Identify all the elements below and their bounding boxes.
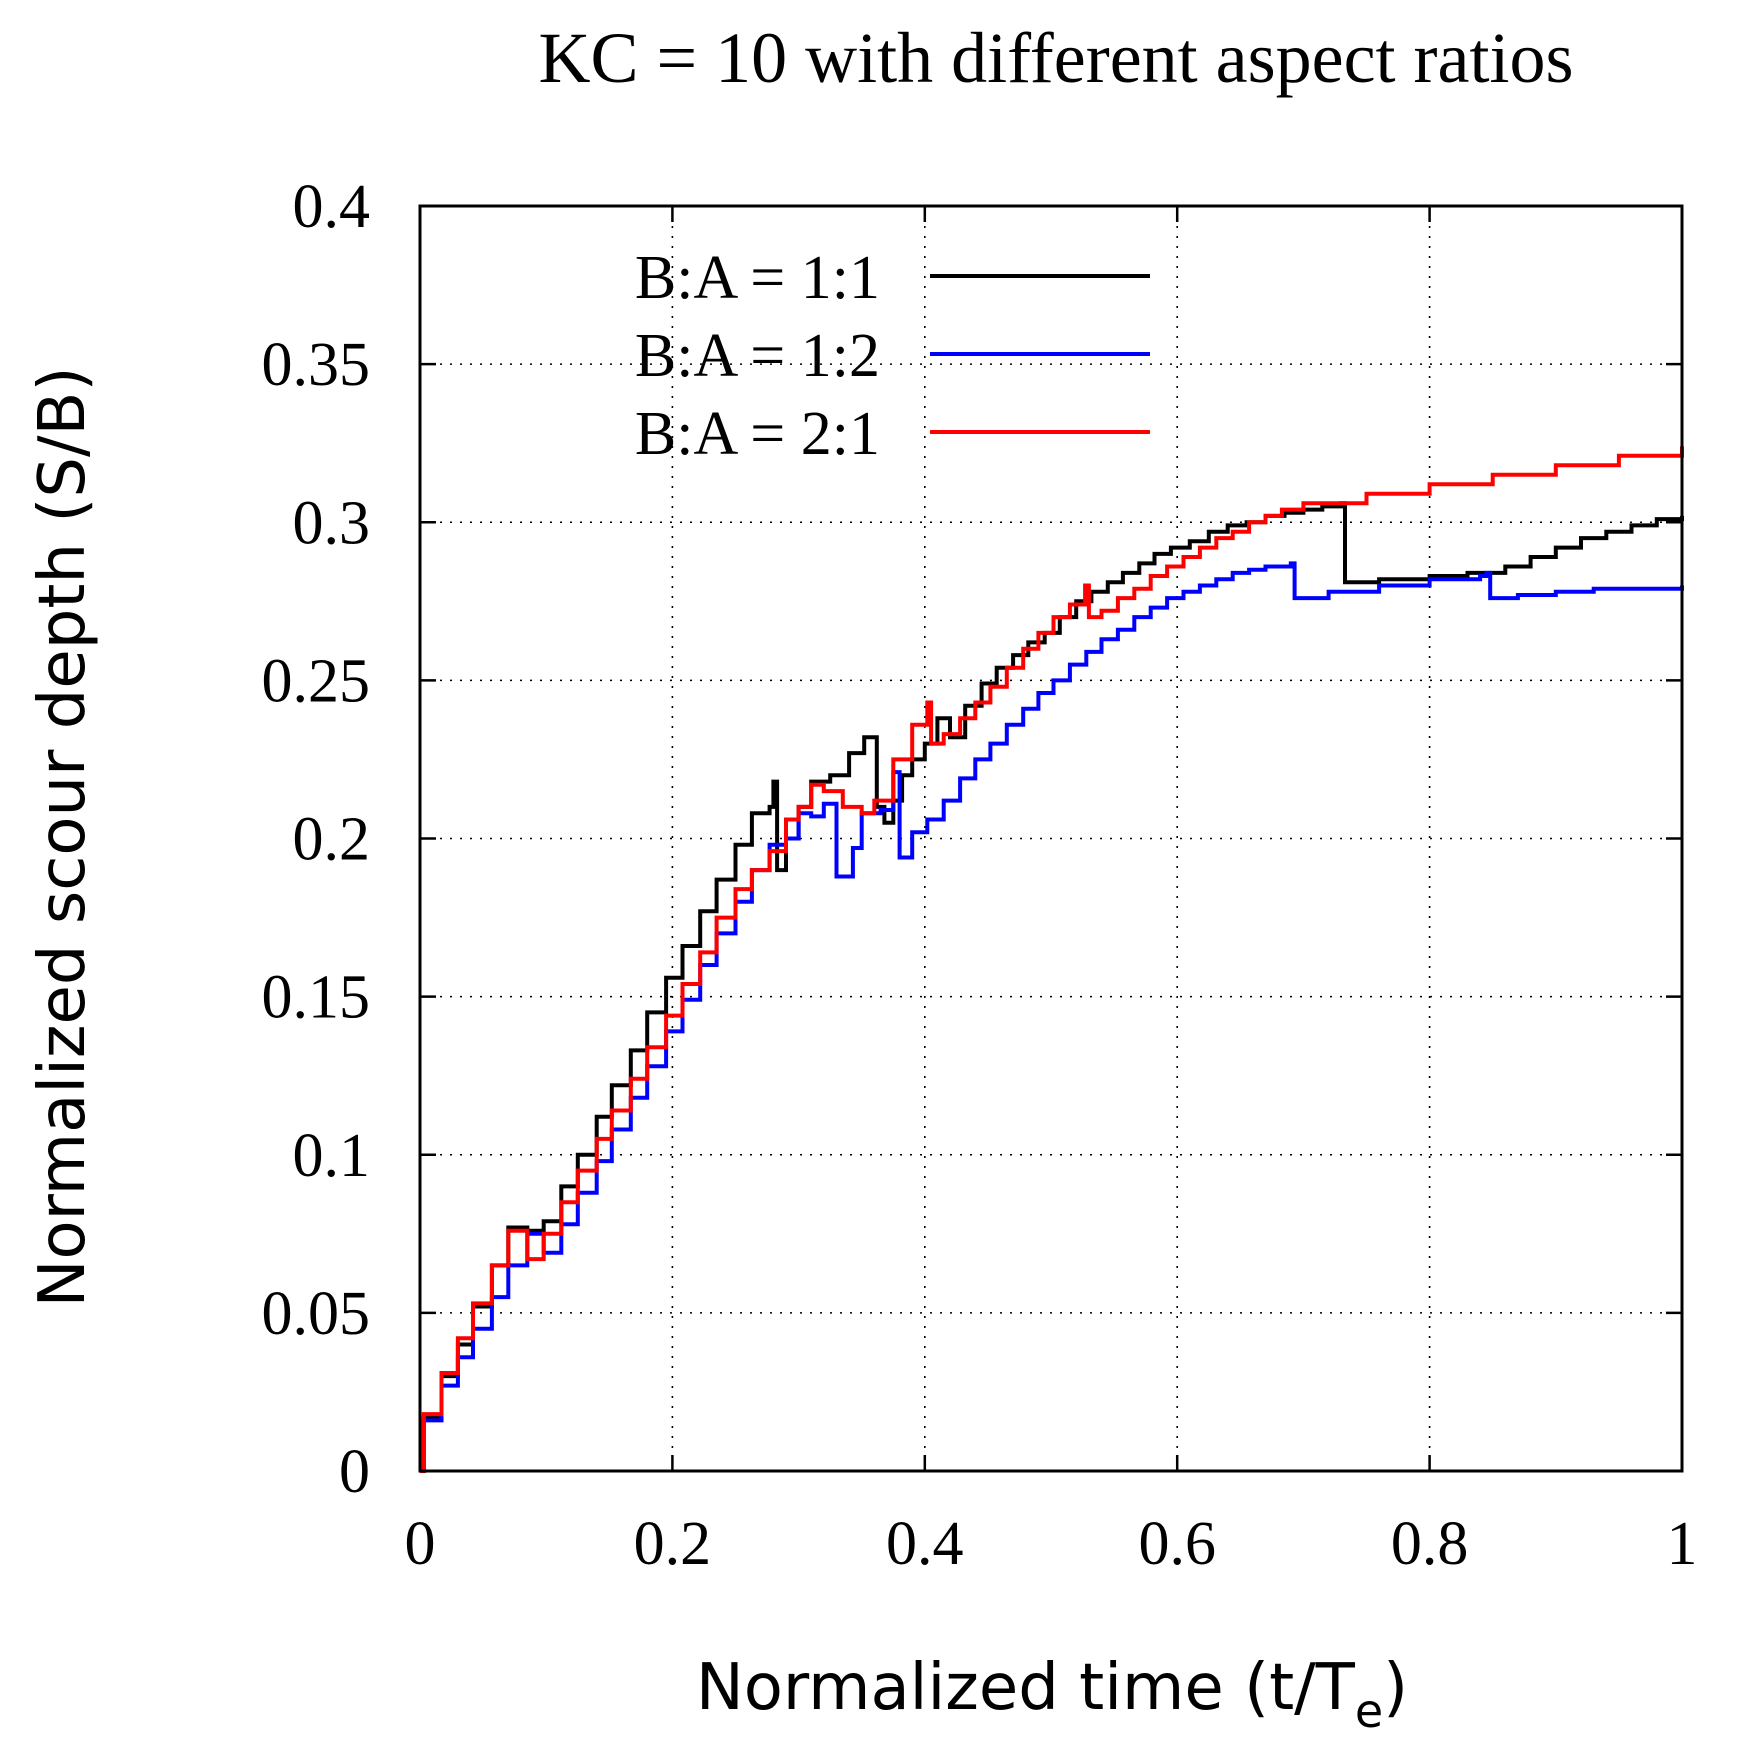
series-layer: [420, 446, 1684, 1473]
x-tick-label: 0.6: [1138, 1510, 1216, 1578]
x-tick-label: 0: [405, 1510, 436, 1578]
x-tick-labels: 0 0.2 0.4 0.6 0.8 1: [405, 1510, 1698, 1578]
series-line-1: [420, 501, 1684, 1473]
y-tick-label: 0.3: [293, 489, 371, 557]
y-tick-label: 0.15: [262, 964, 371, 1032]
y-tick-label: 0: [339, 1438, 370, 1506]
x-axis-label-close: ): [1383, 1651, 1408, 1725]
y-axis-label: Normalized scour depth (S/B): [26, 367, 100, 1308]
y-tick-label: 0.05: [262, 1280, 371, 1348]
x-axis-label-subscript: e: [1355, 1684, 1383, 1738]
series-line-2: [420, 561, 1684, 1473]
y-tick-label: 0.2: [293, 806, 371, 874]
plot-frame: [418, 204, 1684, 1473]
legend-label-2: B:A = 1:2: [635, 322, 880, 390]
x-tick-label: 0.8: [1391, 1510, 1469, 1578]
y-tick-labels: 0 0.05 0.1 0.15 0.2 0.25 0.3 0.35 0.4: [262, 173, 371, 1506]
y-tick-label: 0.25: [262, 647, 371, 715]
series-line-3: [420, 446, 1684, 1473]
grid-layer: [420, 206, 1682, 1471]
x-tick-label: 0.4: [886, 1510, 964, 1578]
y-tick-label: 0.4: [293, 173, 371, 241]
chart-title: KC = 10 with different aspect ratios: [538, 18, 1573, 98]
legend: B:A = 1:1 B:A = 1:2 B:A = 2:1: [635, 244, 1150, 468]
y-tick-label: 0.1: [293, 1122, 371, 1190]
legend-label-1: B:A = 1:1: [635, 244, 880, 312]
x-axis-label-main: Normalized time (t/T: [696, 1651, 1356, 1725]
x-tick-label: 1: [1667, 1510, 1698, 1578]
y-tick-label: 0.35: [262, 331, 371, 399]
x-tick-label: 0.2: [634, 1510, 712, 1578]
x-axis-label: Normalized time (t/Te): [696, 1651, 1408, 1738]
legend-label-3: B:A = 2:1: [635, 400, 880, 468]
